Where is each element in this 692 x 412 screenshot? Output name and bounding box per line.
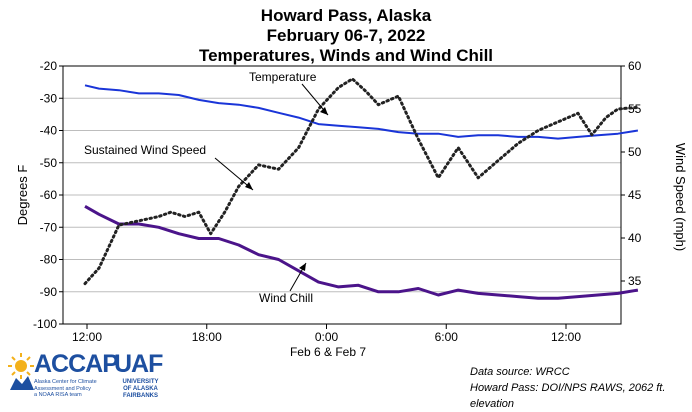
data-source-note: Data source: WRCC Howard Pass: DOI/NPS R…: [470, 364, 692, 412]
accap-subtitle: Alaska Center for Climate Assessment and…: [34, 379, 114, 399]
y-left-tick-label: -60: [40, 188, 58, 202]
accap-uaf-logo: ACCAP UAF Alaska Center for Climate Asse…: [8, 350, 163, 408]
temperature-annotation: Temperature: [249, 70, 317, 84]
y-left-tick-label: -20: [40, 59, 58, 73]
y-left-tick-label: -100: [33, 317, 57, 331]
uaf-subtitle: UNIVERSITY OF ALASKA FAIRBANKS: [122, 379, 159, 399]
x-tick-label: 6:00: [435, 330, 459, 344]
y-right-tick-label: 45: [628, 188, 642, 202]
sun-icon: [8, 353, 34, 390]
y-axis-right-label: Wind Speed (mph): [673, 143, 688, 251]
wind-speed-annotation-arrow: [214, 157, 254, 191]
y-left-tick-label: -90: [40, 285, 58, 299]
data-source-line: Data source: WRCC: [470, 366, 570, 378]
accap-wordmark: ACCAP: [34, 350, 119, 378]
y-right-tick-label: 50: [628, 145, 642, 159]
sustained-wind-speed-series-line: [83, 77, 640, 286]
chart-title-location: Howard Pass, Alaska: [260, 6, 432, 25]
accap-subtitle-team: a NOAA RISA team: [34, 392, 82, 398]
y-left-tick-label: -30: [40, 91, 58, 105]
y-left-tick-label: -80: [40, 253, 58, 267]
wind-chill-series-line: [84, 204, 639, 300]
x-tick-label: 18:00: [192, 330, 222, 344]
x-axis-label: Feb 6 & Feb 7: [290, 345, 366, 359]
y-left-tick-label: -40: [40, 124, 58, 138]
chart-title-block: Howard Pass, Alaska February 06-7, 2022 …: [0, 6, 692, 66]
wind-speed-arrowhead: [245, 182, 253, 190]
y-axis-left-label: Degrees F: [15, 165, 30, 226]
y-right-tick-label: 60: [628, 59, 642, 73]
accap-subtitle-text: Alaska Center for Climate Assessment and…: [34, 379, 97, 392]
y-right-tick-label: 40: [628, 231, 642, 245]
uaf-wordmark: UAF: [114, 350, 163, 378]
station-info-line: Howard Pass: DOI/NPS RAWS, 2062 ft. elev…: [470, 382, 666, 410]
temperature-series-line: [84, 84, 639, 140]
axis-ticks: -20-30-40-50-60-70-80-90-100605550454035…: [33, 59, 642, 344]
y-left-tick-label: -50: [40, 156, 58, 170]
y-right-tick-label: 35: [628, 274, 642, 288]
wind-chill-annotation: Wind Chill: [259, 291, 313, 305]
x-tick-label: 12:00: [72, 330, 102, 344]
chart-title-subject: Temperatures, Winds and Wind Chill: [198, 46, 494, 65]
x-tick-label: 12:00: [551, 330, 581, 344]
grid-lines: [63, 97, 621, 293]
series-lines: [83, 77, 640, 300]
wind-speed-annotation: Sustained Wind Speed: [84, 143, 206, 157]
chart-title-dates: February 06-7, 2022: [266, 26, 426, 45]
y-left-tick-label: -70: [40, 220, 58, 234]
wind-chill-arrowhead: [299, 263, 306, 271]
x-tick-label: 0:00: [315, 330, 339, 344]
temperature-arrowhead: [320, 107, 328, 115]
